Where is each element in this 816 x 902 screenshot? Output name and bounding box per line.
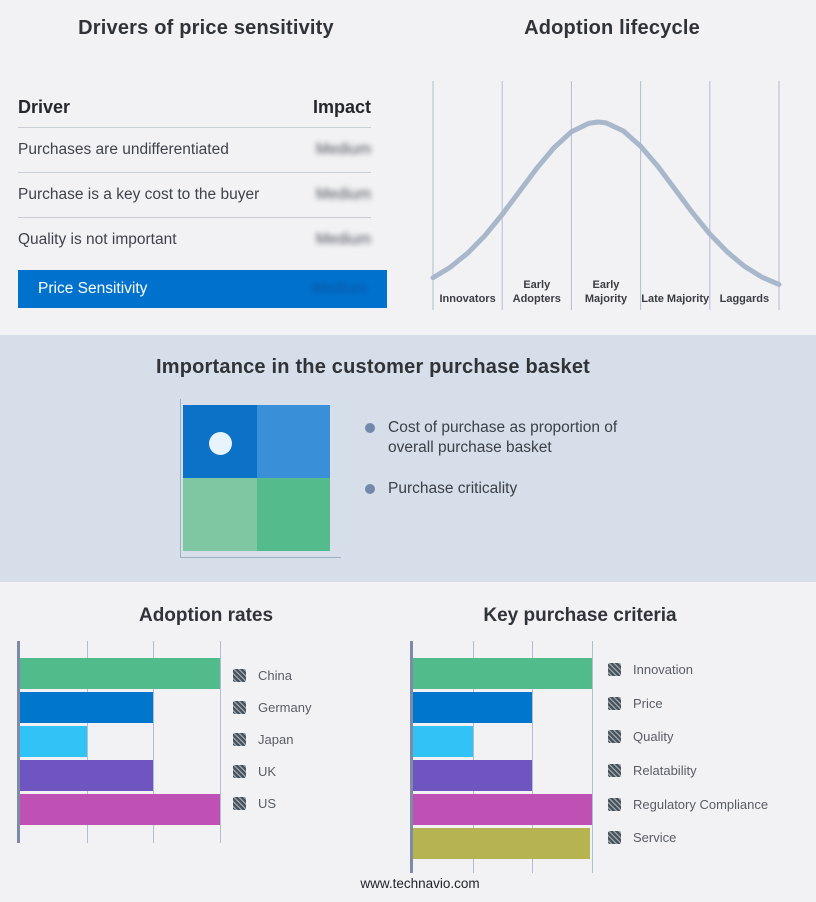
bar-japan	[20, 726, 87, 757]
impact-value: Medium	[315, 141, 371, 158]
legend-label: Relatability	[633, 763, 697, 779]
legend-item: Quality	[608, 720, 768, 754]
legend-item: Relatability	[608, 754, 768, 788]
hatched-swatch-icon	[233, 732, 246, 746]
gridline	[153, 641, 155, 843]
bar-quality	[413, 726, 473, 757]
legend-label: Japan	[258, 731, 294, 747]
key-purchase-criteria-title: Key purchase criteria	[483, 605, 677, 626]
gridline	[532, 641, 534, 873]
bar-relatability	[413, 760, 533, 791]
lifecycle-stage-label: Late Majority	[641, 293, 710, 305]
legend-label: Quality	[633, 729, 674, 745]
hatched-swatch-icon	[608, 831, 621, 845]
hatched-swatch-icon	[608, 730, 621, 744]
legend-label: Germany	[258, 699, 312, 715]
bar-regulatory-compliance	[413, 794, 592, 825]
impact-value: Medium	[315, 231, 371, 248]
driver-label: Quality is not important	[18, 231, 177, 248]
gridline	[220, 641, 221, 843]
legend-item: Service	[608, 821, 768, 855]
position-dot-icon	[209, 432, 232, 455]
price-sensitivity-label: Price Sensitivity	[38, 280, 148, 297]
legend-label: US	[258, 795, 277, 811]
legend-item: Innovation	[608, 653, 768, 687]
lifecycle-bell-curve	[430, 81, 782, 310]
bar-china	[20, 658, 220, 689]
lifecycle-stage-label: Laggards	[719, 293, 770, 305]
basket-panel-title: Importance in the customer purchase bask…	[155, 356, 591, 378]
adoption-rates-plot	[17, 641, 221, 843]
hatched-swatch-icon	[233, 796, 246, 810]
legend-label: Regulatory Compliance	[633, 796, 769, 812]
gridline	[86, 641, 88, 843]
hatched-swatch-icon	[608, 663, 621, 677]
lifecycle-stage-label: Early Adopters	[512, 279, 561, 305]
hatched-swatch-icon	[608, 764, 621, 778]
price-sensitivity-impact-value: Medium	[311, 280, 367, 297]
legend-item: Japan	[233, 723, 311, 755]
bar-innovation	[413, 658, 592, 689]
adoption-rates-legend: China Germany Japan UK US	[233, 659, 311, 819]
quadrant-cell-bottom-right	[256, 478, 330, 551]
key-purchase-criteria-legend: Innovation Price Quality Relatability Regula…	[608, 653, 768, 855]
legend-item: US	[233, 787, 311, 819]
purchase-basket-band	[0, 335, 816, 582]
gridline	[592, 641, 593, 873]
legend-label: UK	[258, 763, 277, 779]
hatched-swatch-icon	[608, 696, 621, 710]
drivers-table-body: Purchases are undifferentiated Medium Purc…	[18, 128, 387, 262]
legend-item: Regulatory Compliance	[608, 787, 768, 821]
bullet-item: Purchase criticality	[365, 479, 653, 499]
legend-label: China	[258, 667, 292, 683]
bars-group	[413, 658, 592, 859]
bar-us	[20, 794, 220, 825]
bars-group	[20, 658, 220, 825]
bar-uk	[20, 760, 154, 791]
bar-price	[413, 692, 533, 723]
hatched-swatch-icon	[608, 797, 621, 811]
gridline	[472, 641, 474, 873]
hatched-swatch-icon	[233, 668, 246, 682]
quadrant-axis	[180, 399, 341, 558]
driver-row: Purchase is a key cost to the buyer Mediu…	[18, 173, 371, 218]
adoption-rates-title: Adoption rates	[138, 605, 274, 626]
hatched-swatch-icon	[233, 764, 246, 778]
legend-label: Service	[633, 830, 677, 846]
adoption-lifecycle-chart: Innovators Early Adopters Early Majority La…	[430, 81, 782, 310]
basket-bullet-list: Cost of purchase as proportion of overal…	[365, 418, 653, 520]
impact-value: Medium	[315, 186, 371, 203]
driver-label: Purchases are undifferentiated	[18, 141, 229, 158]
hatched-swatch-icon	[233, 700, 246, 714]
quadrant-cell-top-right	[256, 405, 330, 478]
driver-row: Quality is not important Medium	[18, 218, 371, 262]
driver-column-header: Driver	[18, 97, 71, 117]
drivers-table: Driver Impact Purchases are undifferenti…	[18, 88, 387, 308]
driver-label: Purchase is a key cost to the buyer	[18, 186, 260, 203]
bar-germany	[20, 692, 154, 723]
bullet-item: Cost of purchase as proportion of overal…	[365, 418, 653, 458]
key-purchase-criteria-plot	[410, 641, 593, 873]
quadrant-matrix	[183, 405, 330, 551]
footer-url: www.technavio.com	[360, 876, 480, 891]
legend-item: Price	[608, 687, 768, 721]
legend-label: Innovation	[633, 662, 693, 678]
lifecycle-panel-title: Adoption lifecycle	[524, 17, 700, 39]
lifecycle-stage-label: Early Majority	[584, 279, 628, 305]
impact-column-header: Impact	[312, 97, 371, 117]
legend-item: UK	[233, 755, 311, 787]
legend-item: China	[233, 659, 311, 691]
lifecycle-stage-label: Innovators	[439, 293, 496, 305]
bar-service	[413, 828, 590, 859]
legend-label: Price	[633, 695, 663, 711]
driver-row: Purchases are undifferentiated Medium	[18, 128, 371, 173]
drivers-panel-title: Drivers of price sensitivity	[78, 17, 334, 39]
quadrant-cell-bottom-left	[183, 478, 257, 551]
legend-item: Germany	[233, 691, 311, 723]
drivers-table-header: Driver Impact	[18, 88, 371, 128]
price-sensitivity-row: Price Sensitivity Medium	[18, 270, 387, 308]
